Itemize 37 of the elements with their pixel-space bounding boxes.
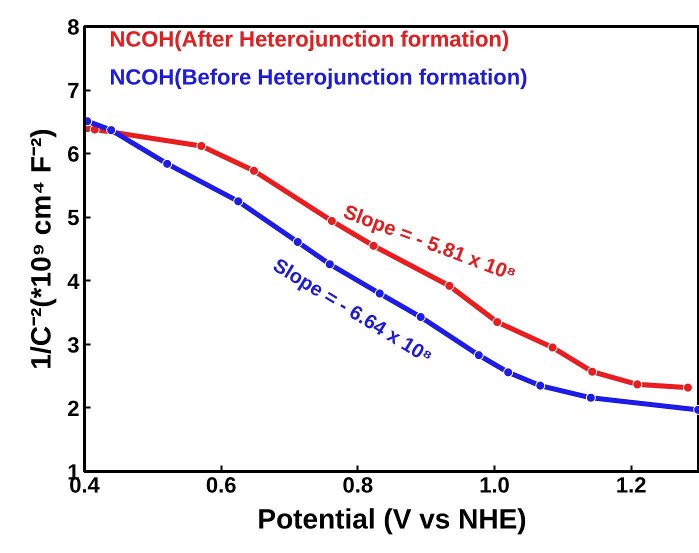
point bbox=[503, 367, 514, 378]
point bbox=[233, 196, 244, 206]
point bbox=[326, 216, 337, 226]
point bbox=[374, 288, 385, 298]
point bbox=[196, 141, 206, 152]
point bbox=[106, 125, 116, 136]
point bbox=[162, 158, 172, 169]
y-tick-label: 4 bbox=[67, 268, 80, 294]
y-axis-title: 1/C⁻²(*10⁹ cm⁴ F⁻²) bbox=[25, 128, 56, 370]
point bbox=[535, 380, 546, 391]
y-tick-label: 2 bbox=[67, 396, 80, 421]
y-tick-label: 6 bbox=[67, 142, 80, 167]
point bbox=[368, 240, 379, 251]
series-label: NCOH(Before Heterojunction formation) bbox=[110, 64, 528, 90]
y-tick-label: 5 bbox=[67, 205, 80, 230]
point bbox=[474, 350, 484, 360]
point bbox=[416, 312, 426, 322]
text: NCOH(After Heterojunction formation) bbox=[110, 26, 510, 52]
point bbox=[682, 382, 693, 393]
point bbox=[632, 379, 642, 390]
y-tick-label: 8 bbox=[67, 14, 80, 40]
point bbox=[586, 392, 596, 403]
x-tick-label: 1.0 bbox=[479, 472, 510, 498]
x-tick-label: 0.6 bbox=[206, 472, 236, 498]
annotation: Slope = - 5.81 x 10⁸ bbox=[340, 201, 519, 286]
point bbox=[587, 366, 598, 377]
point bbox=[248, 166, 259, 176]
x-axis-title: Potential (V vs NHE) bbox=[257, 504, 527, 534]
point bbox=[444, 280, 454, 291]
x-tick-label: 1.2 bbox=[616, 472, 646, 498]
y-tick-label: 7 bbox=[67, 78, 80, 104]
point bbox=[548, 342, 558, 353]
point bbox=[324, 259, 335, 270]
point bbox=[492, 317, 502, 328]
y-tick-label: 3 bbox=[67, 332, 80, 358]
x-tick-label: 0.8 bbox=[342, 472, 374, 498]
point bbox=[292, 237, 303, 247]
